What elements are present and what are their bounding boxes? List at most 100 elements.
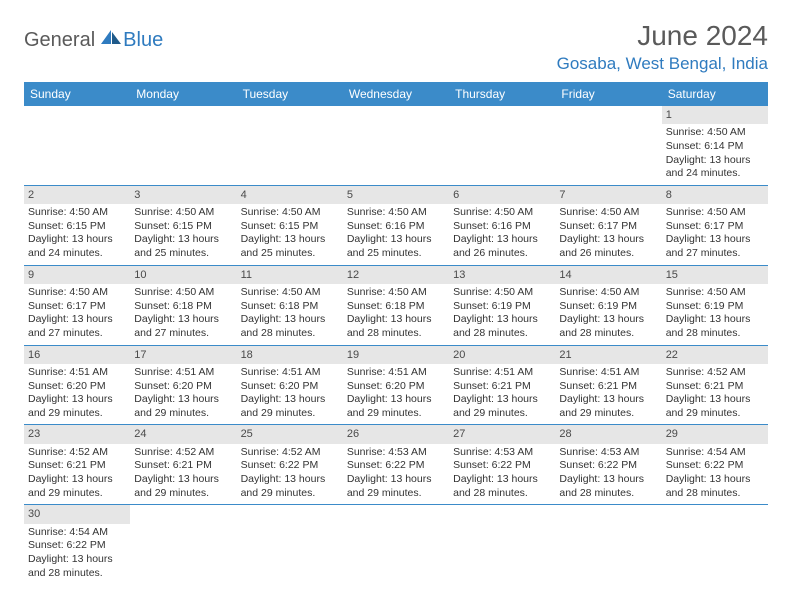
sunrise-text: Sunrise: 4:53 AM: [453, 446, 551, 460]
sunrise-text: Sunrise: 4:54 AM: [666, 446, 764, 460]
day-number: [343, 505, 449, 523]
calendar-body: 1Sunrise: 4:50 AMSunset: 6:14 PMDaylight…: [24, 106, 768, 584]
sunrise-text: Sunrise: 4:50 AM: [134, 206, 232, 220]
month-title: June 2024: [557, 20, 768, 52]
day-body: Sunrise: 4:50 AMSunset: 6:15 PMDaylight:…: [130, 204, 236, 265]
day-body: Sunrise: 4:51 AMSunset: 6:20 PMDaylight:…: [343, 364, 449, 425]
daylight-text: Daylight: 13 hours and 29 minutes.: [134, 473, 232, 500]
page-header: General Blue June 2024 Gosaba, West Beng…: [24, 20, 768, 74]
daylight-text: Daylight: 13 hours and 25 minutes.: [347, 233, 445, 260]
day-number: 30: [24, 505, 130, 523]
sunset-text: Sunset: 6:14 PM: [666, 140, 764, 154]
sunrise-text: Sunrise: 4:50 AM: [666, 126, 764, 140]
calendar-cell: 27Sunrise: 4:53 AMSunset: 6:22 PMDayligh…: [449, 425, 555, 505]
day-number: 27: [449, 425, 555, 443]
day-body: Sunrise: 4:54 AMSunset: 6:22 PMDaylight:…: [24, 524, 130, 585]
day-body: Sunrise: 4:50 AMSunset: 6:17 PMDaylight:…: [555, 204, 661, 265]
daylight-text: Daylight: 13 hours and 29 minutes.: [559, 393, 657, 420]
daylight-text: Daylight: 13 hours and 26 minutes.: [559, 233, 657, 260]
sunrise-text: Sunrise: 4:50 AM: [666, 286, 764, 300]
day-number: 17: [130, 346, 236, 364]
day-number: 24: [130, 425, 236, 443]
calendar-cell: 19Sunrise: 4:51 AMSunset: 6:20 PMDayligh…: [343, 345, 449, 425]
daylight-text: Daylight: 13 hours and 28 minutes.: [559, 473, 657, 500]
weekday-header: Saturday: [662, 82, 768, 106]
day-number: 11: [237, 266, 343, 284]
calendar-cell: 22Sunrise: 4:52 AMSunset: 6:21 PMDayligh…: [662, 345, 768, 425]
daylight-text: Daylight: 13 hours and 26 minutes.: [453, 233, 551, 260]
daylight-text: Daylight: 13 hours and 29 minutes.: [28, 393, 126, 420]
day-number: [130, 106, 236, 124]
day-body: Sunrise: 4:50 AMSunset: 6:14 PMDaylight:…: [662, 124, 768, 185]
sunrise-text: Sunrise: 4:50 AM: [347, 286, 445, 300]
calendar-head: SundayMondayTuesdayWednesdayThursdayFrid…: [24, 82, 768, 106]
sunrise-text: Sunrise: 4:52 AM: [28, 446, 126, 460]
calendar-cell: 25Sunrise: 4:52 AMSunset: 6:22 PMDayligh…: [237, 425, 343, 505]
day-body: Sunrise: 4:50 AMSunset: 6:16 PMDaylight:…: [449, 204, 555, 265]
calendar-cell: 4Sunrise: 4:50 AMSunset: 6:15 PMDaylight…: [237, 185, 343, 265]
sunset-text: Sunset: 6:21 PM: [559, 380, 657, 394]
day-number: 14: [555, 266, 661, 284]
day-body: Sunrise: 4:51 AMSunset: 6:20 PMDaylight:…: [24, 364, 130, 425]
sunset-text: Sunset: 6:21 PM: [666, 380, 764, 394]
calendar-table: SundayMondayTuesdayWednesdayThursdayFrid…: [24, 82, 768, 584]
sunset-text: Sunset: 6:19 PM: [453, 300, 551, 314]
calendar-cell: 26Sunrise: 4:53 AMSunset: 6:22 PMDayligh…: [343, 425, 449, 505]
daylight-text: Daylight: 13 hours and 29 minutes.: [453, 393, 551, 420]
brand-part1: General: [24, 29, 95, 52]
calendar-cell: 28Sunrise: 4:53 AMSunset: 6:22 PMDayligh…: [555, 425, 661, 505]
sunset-text: Sunset: 6:15 PM: [241, 220, 339, 234]
sunrise-text: Sunrise: 4:51 AM: [134, 366, 232, 380]
calendar-cell: [555, 505, 661, 584]
day-body: Sunrise: 4:53 AMSunset: 6:22 PMDaylight:…: [343, 444, 449, 505]
sunset-text: Sunset: 6:18 PM: [347, 300, 445, 314]
calendar-cell: 16Sunrise: 4:51 AMSunset: 6:20 PMDayligh…: [24, 345, 130, 425]
sunset-text: Sunset: 6:16 PM: [453, 220, 551, 234]
day-number: [662, 505, 768, 523]
day-body: Sunrise: 4:51 AMSunset: 6:20 PMDaylight:…: [237, 364, 343, 425]
calendar-cell: 30Sunrise: 4:54 AMSunset: 6:22 PMDayligh…: [24, 505, 130, 584]
day-body: Sunrise: 4:50 AMSunset: 6:15 PMDaylight:…: [237, 204, 343, 265]
day-body: Sunrise: 4:50 AMSunset: 6:16 PMDaylight:…: [343, 204, 449, 265]
day-body: Sunrise: 4:50 AMSunset: 6:15 PMDaylight:…: [24, 204, 130, 265]
sunrise-text: Sunrise: 4:50 AM: [559, 286, 657, 300]
calendar-cell: 24Sunrise: 4:52 AMSunset: 6:21 PMDayligh…: [130, 425, 236, 505]
sunset-text: Sunset: 6:20 PM: [241, 380, 339, 394]
sunset-text: Sunset: 6:19 PM: [666, 300, 764, 314]
day-number: 10: [130, 266, 236, 284]
day-body: Sunrise: 4:53 AMSunset: 6:22 PMDaylight:…: [555, 444, 661, 505]
calendar-cell: 2Sunrise: 4:50 AMSunset: 6:15 PMDaylight…: [24, 185, 130, 265]
sunset-text: Sunset: 6:21 PM: [453, 380, 551, 394]
sunrise-text: Sunrise: 4:52 AM: [241, 446, 339, 460]
day-body: Sunrise: 4:50 AMSunset: 6:18 PMDaylight:…: [130, 284, 236, 345]
sunset-text: Sunset: 6:17 PM: [666, 220, 764, 234]
day-body: Sunrise: 4:50 AMSunset: 6:19 PMDaylight:…: [662, 284, 768, 345]
daylight-text: Daylight: 13 hours and 25 minutes.: [241, 233, 339, 260]
sunrise-text: Sunrise: 4:50 AM: [241, 206, 339, 220]
day-number: 18: [237, 346, 343, 364]
sunset-text: Sunset: 6:22 PM: [453, 459, 551, 473]
daylight-text: Daylight: 13 hours and 27 minutes.: [28, 313, 126, 340]
daylight-text: Daylight: 13 hours and 29 minutes.: [666, 393, 764, 420]
day-number: 1: [662, 106, 768, 124]
sunrise-text: Sunrise: 4:50 AM: [559, 206, 657, 220]
daylight-text: Daylight: 13 hours and 28 minutes.: [28, 553, 126, 580]
sunrise-text: Sunrise: 4:50 AM: [241, 286, 339, 300]
calendar-cell: 12Sunrise: 4:50 AMSunset: 6:18 PMDayligh…: [343, 265, 449, 345]
calendar-cell: [24, 106, 130, 185]
sunset-text: Sunset: 6:22 PM: [666, 459, 764, 473]
day-number: [237, 106, 343, 124]
day-number: 16: [24, 346, 130, 364]
day-number: 8: [662, 186, 768, 204]
weekday-header: Monday: [130, 82, 236, 106]
sunset-text: Sunset: 6:16 PM: [347, 220, 445, 234]
calendar-cell: 10Sunrise: 4:50 AMSunset: 6:18 PMDayligh…: [130, 265, 236, 345]
calendar-cell: [449, 505, 555, 584]
sunrise-text: Sunrise: 4:51 AM: [559, 366, 657, 380]
daylight-text: Daylight: 13 hours and 28 minutes.: [666, 313, 764, 340]
day-body: Sunrise: 4:52 AMSunset: 6:21 PMDaylight:…: [130, 444, 236, 505]
day-number: [449, 505, 555, 523]
sunrise-text: Sunrise: 4:50 AM: [347, 206, 445, 220]
day-number: [449, 106, 555, 124]
sunrise-text: Sunrise: 4:52 AM: [666, 366, 764, 380]
